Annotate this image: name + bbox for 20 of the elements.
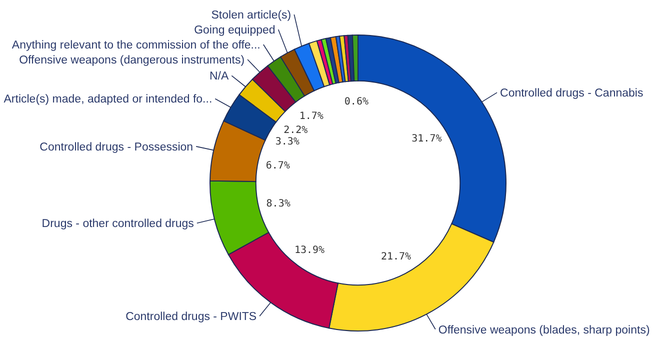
- data-label: 21.7%: [380, 251, 412, 262]
- slice-label: Stolen article(s): [211, 10, 292, 22]
- slice-label: Controlled drugs - PWITS: [126, 311, 257, 324]
- data-label: 31.7%: [412, 134, 442, 145]
- slice-label: N/A: [209, 70, 229, 83]
- slice-label: Anything relevant to the commission of the offe...: [12, 40, 260, 52]
- data-label: 3.3%: [275, 136, 300, 148]
- data-label: 0.6%: [344, 96, 369, 108]
- slice-label: Offensive weapons (dangerous instruments): [19, 54, 245, 67]
- data-label: 13.9%: [294, 244, 325, 256]
- data-label: 8.3%: [266, 198, 290, 210]
- data-label: 1.7%: [299, 110, 324, 122]
- data-label: 6.7%: [266, 160, 290, 172]
- data-label: 2.2%: [284, 125, 308, 136]
- slice-label: Drugs - other controlled drugs: [42, 218, 194, 230]
- slice-label: Offensive weapons (blades, sharp points): [438, 324, 650, 336]
- slice-label: Going equipped: [194, 24, 276, 37]
- slice-label: Article(s) made, adapted or intended fo...: [4, 94, 212, 106]
- slice-label: Controlled drugs - Cannabis: [500, 88, 644, 100]
- slice-label: Controlled drugs - Possession: [40, 141, 194, 154]
